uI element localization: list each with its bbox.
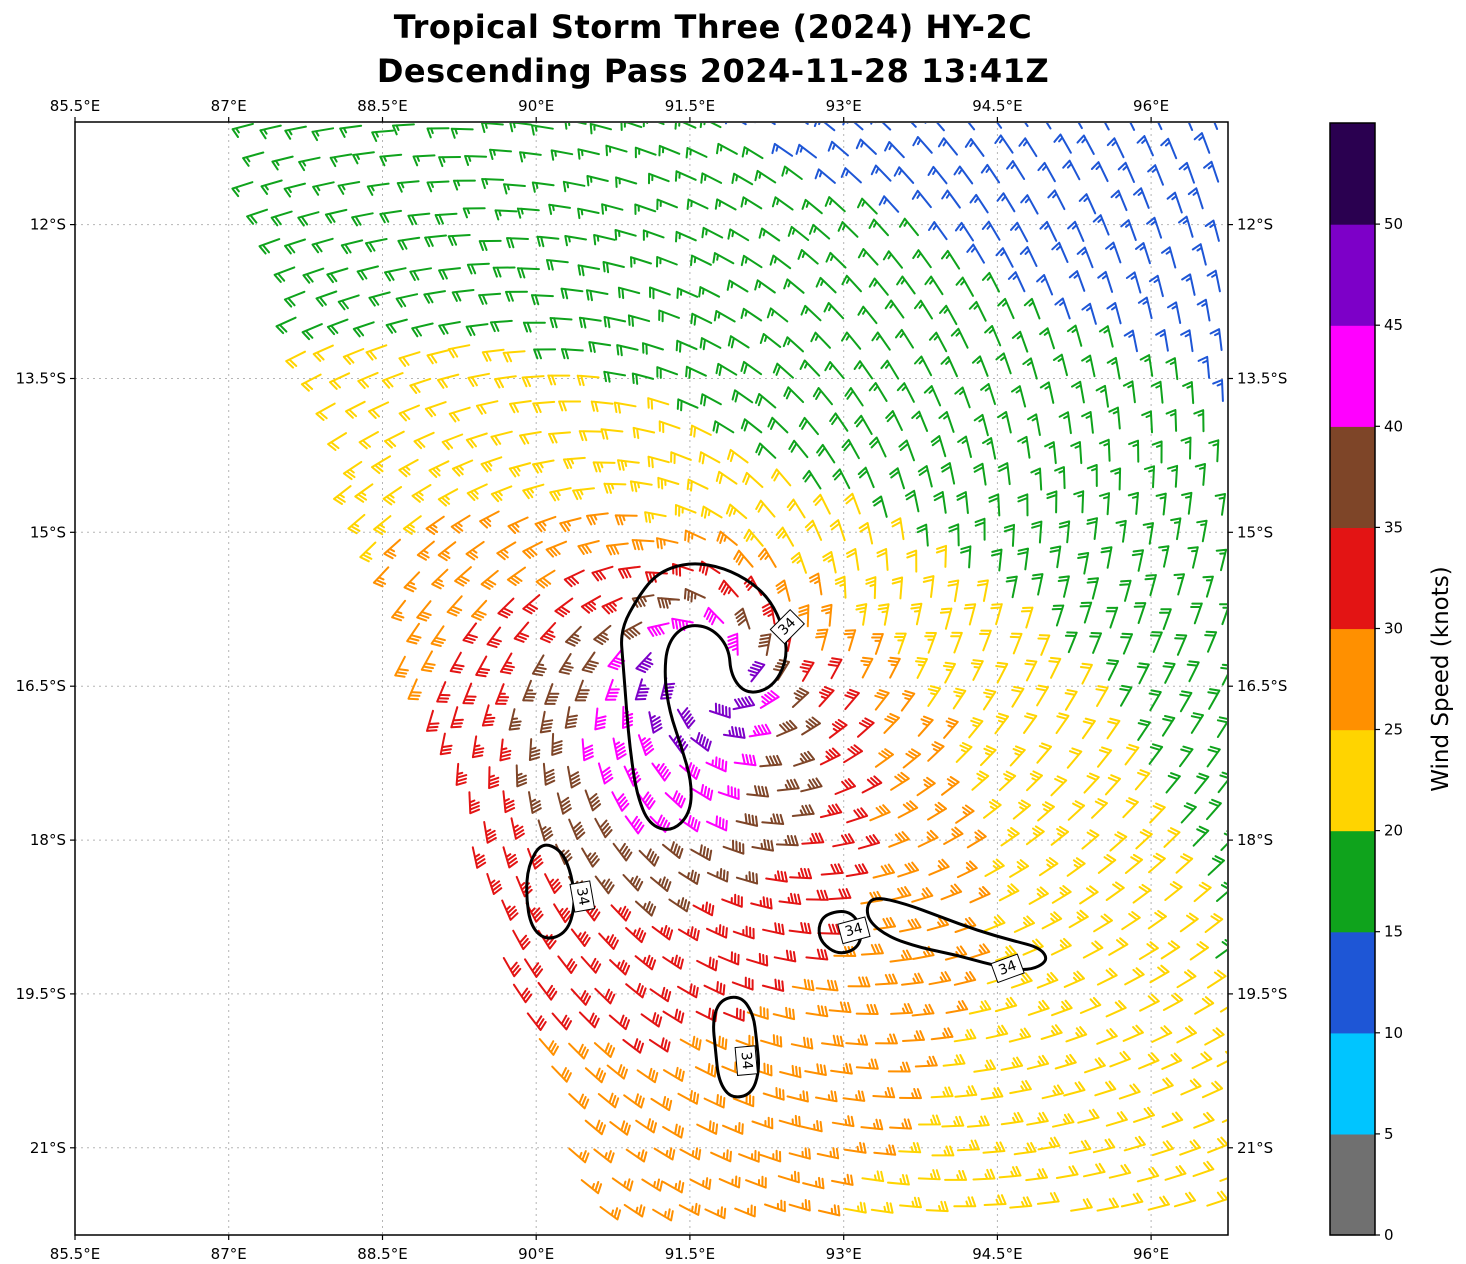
lat-tick-label-left: 19.5°S bbox=[16, 985, 66, 1003]
lon-tick-label-top: 96°E bbox=[1133, 97, 1169, 115]
lon-tick-label-top: 94.5°E bbox=[972, 97, 1022, 115]
colorbar-tick-label: 50 bbox=[1384, 215, 1403, 233]
lat-tick-label-left: 18°S bbox=[30, 831, 66, 849]
contour-34kt bbox=[620, 562, 788, 831]
lat-tick-label-right: 19.5°S bbox=[1237, 985, 1287, 1003]
axis-ticks-and-labels: 85.5°E 85.5°E 87°E 87°E 88.5°E 88.5°E 90°E 90°E… bbox=[16, 97, 1288, 1263]
colorbar-tick-label: 20 bbox=[1384, 822, 1403, 840]
contour-label-34: 34 bbox=[734, 1045, 759, 1076]
colorbar-tick-label: 5 bbox=[1384, 1125, 1394, 1143]
contour-label-34: 34 bbox=[769, 609, 805, 645]
colorbar-bin bbox=[1330, 1133, 1375, 1236]
lon-tick-label-bottom: 96°E bbox=[1133, 1245, 1169, 1263]
colorbar: 0 5 10 15 20 25 30 35 40 45 50 bbox=[1329, 122, 1403, 1244]
lon-tick-label-top: 88.5°E bbox=[357, 97, 407, 115]
colorbar-tick-label: 35 bbox=[1384, 518, 1403, 536]
axes-frame bbox=[74, 121, 1229, 1236]
colorbar-tick-label: 0 bbox=[1384, 1226, 1394, 1244]
colorbar-tick-label: 25 bbox=[1384, 721, 1403, 739]
colorbar-tick-label: 30 bbox=[1384, 620, 1403, 638]
lon-tick-label-top: 85.5°E bbox=[50, 97, 100, 115]
lon-tick-label-bottom: 88.5°E bbox=[357, 1245, 407, 1263]
lat-tick-label-right: 21°S bbox=[1237, 1139, 1273, 1157]
contour-label-34: 34 bbox=[990, 953, 1025, 984]
lon-tick-label-top: 91.5°E bbox=[665, 97, 715, 115]
svg-text:34: 34 bbox=[573, 886, 592, 906]
lon-tick-label-bottom: 87°E bbox=[211, 1245, 247, 1263]
colorbar-label: Wind Speed (knots) bbox=[1428, 566, 1454, 791]
lat-tick-label-right: 13.5°S bbox=[1237, 370, 1287, 388]
lon-tick-label-bottom: 93°E bbox=[826, 1245, 862, 1263]
lat-tick-label-right: 18°S bbox=[1237, 831, 1273, 849]
lat-tick-label-left: 12°S bbox=[30, 216, 66, 234]
gridlines bbox=[75, 122, 1228, 1235]
contour-34kt bbox=[865, 897, 1048, 971]
lat-tick-label-left: 15°S bbox=[30, 523, 66, 541]
lat-tick-label-left: 16.5°S bbox=[16, 677, 66, 695]
lon-tick-label-bottom: 90°E bbox=[518, 1245, 554, 1263]
colorbar-bin bbox=[1330, 224, 1375, 326]
contour-label-34: 34 bbox=[569, 880, 596, 913]
contour-34kt bbox=[817, 910, 863, 955]
colorbar-bin bbox=[1330, 325, 1375, 427]
lon-tick-label-top: 87°E bbox=[211, 97, 247, 115]
contour-label-34: 34 bbox=[837, 916, 871, 945]
contour-34kt bbox=[712, 995, 760, 1099]
lat-tick-label-right: 12°S bbox=[1237, 216, 1273, 234]
colorbar-bin bbox=[1330, 426, 1375, 528]
colorbar-tick-label: 45 bbox=[1384, 316, 1403, 334]
svg-text:34: 34 bbox=[843, 920, 864, 940]
colorbar-tick-label: 40 bbox=[1384, 417, 1403, 435]
svg-text:34: 34 bbox=[996, 958, 1018, 979]
lat-tick-label-right: 15°S bbox=[1237, 523, 1273, 541]
colorbar-tick-label: 15 bbox=[1384, 923, 1403, 941]
lon-tick-label-top: 90°E bbox=[518, 97, 554, 115]
contour-34kt-layer: 34 34 34 34 34 bbox=[525, 562, 1048, 1099]
chart-title-line2: Descending Pass 2024-11-28 13:41Z bbox=[376, 52, 1050, 90]
contour-34kt bbox=[525, 843, 576, 940]
lat-tick-label-right: 16.5°S bbox=[1237, 677, 1287, 695]
colorbar-bin bbox=[1330, 729, 1375, 832]
lon-tick-label-bottom: 85.5°E bbox=[50, 1245, 100, 1263]
lat-tick-label-left: 13.5°S bbox=[16, 370, 66, 388]
colorbar-bin bbox=[1330, 123, 1375, 225]
lat-tick-label-left: 21°S bbox=[30, 1139, 66, 1157]
wind-barbs-layer bbox=[231, 123, 1227, 1222]
colorbar-bin bbox=[1330, 830, 1375, 933]
lon-tick-label-bottom: 94.5°E bbox=[972, 1245, 1022, 1263]
colorbar-bin bbox=[1330, 527, 1375, 630]
svg-text:34: 34 bbox=[738, 1051, 755, 1070]
lon-tick-label-bottom: 91.5°E bbox=[665, 1245, 715, 1263]
colorbar-bin bbox=[1330, 1032, 1375, 1135]
chart-title-line1: Tropical Storm Three (2024) HY-2C bbox=[393, 8, 1033, 46]
colorbar-tick-label: 10 bbox=[1384, 1024, 1403, 1042]
lon-tick-label-top: 93°E bbox=[826, 97, 862, 115]
colorbar-bin bbox=[1330, 628, 1375, 731]
colorbar-bin bbox=[1330, 931, 1375, 1034]
